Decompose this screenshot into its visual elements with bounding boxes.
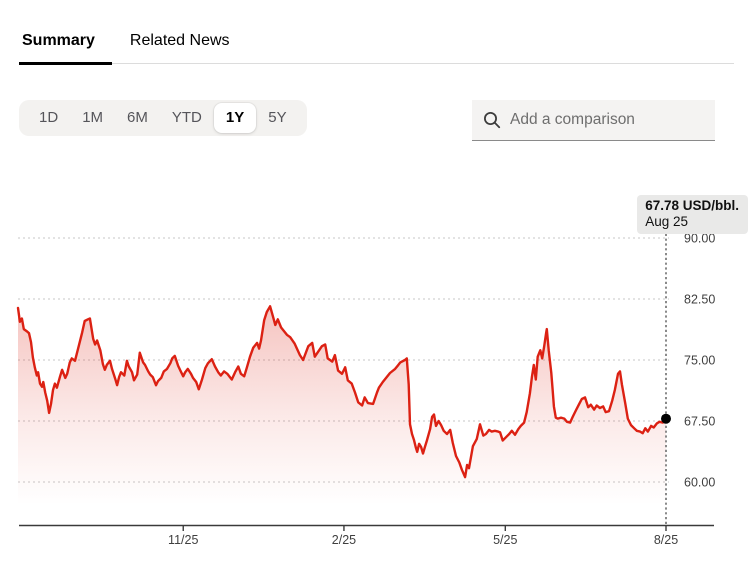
y-axis-label-67.50: 67.50	[684, 415, 715, 429]
time-range-selector: 1D 1M 6M YTD 1Y 5Y	[19, 100, 307, 136]
tooltip-date: Aug 25	[645, 214, 688, 229]
y-axis-label-82.50: 82.50	[684, 293, 715, 307]
last-price-tooltip: 67.78 USD/bbl. Aug 25	[637, 195, 748, 234]
tab-summary-label: Summary	[22, 32, 95, 49]
chart-controls: 1D 1M 6M YTD 1Y 5Y	[19, 100, 715, 141]
price-area-fill	[18, 306, 666, 526]
tab-summary[interactable]: Summary	[19, 26, 112, 65]
x-axis-label-8/25: 8/25	[654, 533, 678, 547]
y-axis-label-75.00: 75.00	[684, 354, 715, 368]
tab-bar: Summary Related News	[19, 26, 734, 65]
range-option-1m[interactable]: 1M	[82, 109, 104, 126]
x-axis-label-5/25: 5/25	[493, 533, 517, 547]
range-option-6m[interactable]: 6M	[127, 109, 148, 126]
last-price-dot	[661, 413, 671, 424]
price-line	[16, 305, 668, 479]
y-axis-label-90.00: 90.00	[684, 232, 715, 246]
x-axis-label-11/25: 11/25	[168, 533, 198, 547]
range-option-5y[interactable]: 5Y	[268, 109, 287, 126]
tab-related-news[interactable]: Related News	[112, 26, 247, 65]
y-axis-label-60.00: 60.00	[684, 476, 715, 490]
range-option-1d[interactable]: 1D	[39, 109, 59, 126]
range-option-1y[interactable]: 1Y	[213, 103, 257, 133]
tooltip-price: 67.78 USD/bbl.	[645, 198, 739, 213]
search-icon	[484, 112, 501, 129]
comparison-input[interactable]	[510, 100, 715, 140]
tab-related-news-label: Related News	[129, 32, 230, 49]
x-axis-label-2/25: 2/25	[332, 533, 356, 547]
comparison-search[interactable]	[472, 100, 715, 141]
range-option-ytd[interactable]: YTD	[171, 109, 202, 126]
